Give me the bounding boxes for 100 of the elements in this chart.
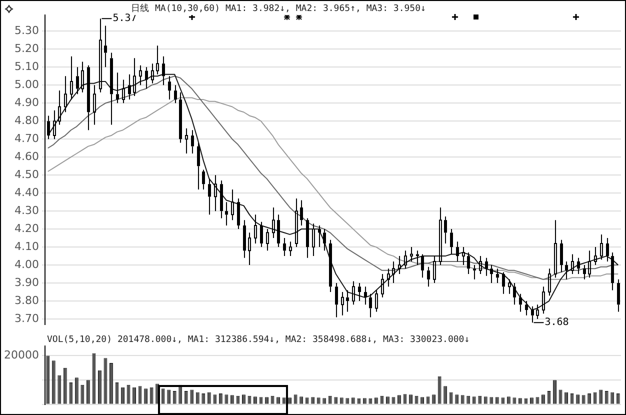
candlestick xyxy=(312,223,315,257)
candlestick xyxy=(335,282,338,318)
candlestick xyxy=(387,268,390,288)
candlestick xyxy=(323,228,326,252)
candlestick xyxy=(168,76,171,100)
candlestick xyxy=(456,241,459,262)
candlestick xyxy=(341,292,344,316)
y-tick-label: 20000 xyxy=(4,348,39,362)
candlestick xyxy=(162,56,165,86)
candlestick xyxy=(410,246,413,262)
candlestick xyxy=(151,63,154,84)
candlestick xyxy=(588,250,591,278)
candlestick xyxy=(58,90,61,126)
y-tick-label: 5.00 xyxy=(14,78,39,92)
candlestick xyxy=(220,180,223,219)
y-tick-label: 4.10 xyxy=(14,240,39,253)
candlestick xyxy=(300,200,303,226)
y-tick-label: 4.40 xyxy=(14,186,39,199)
y-tick-label: 3.80 xyxy=(14,294,39,307)
candlestick xyxy=(283,238,286,257)
y-tick-label: 5.20 xyxy=(14,42,39,56)
candlestick xyxy=(289,241,292,257)
candlestick xyxy=(525,300,528,316)
candlestick xyxy=(179,92,182,144)
candlestick xyxy=(156,45,159,75)
candlestick xyxy=(64,76,67,113)
candlestick xyxy=(450,228,453,255)
candlestick xyxy=(496,268,499,284)
candlestick xyxy=(571,254,574,275)
candlestick xyxy=(277,214,280,248)
candlestick xyxy=(583,264,586,280)
candlestick xyxy=(398,256,401,275)
candlestick xyxy=(513,282,516,306)
candlestick xyxy=(560,239,563,273)
candlestick xyxy=(87,64,90,131)
candlestick xyxy=(133,58,136,96)
candlestick xyxy=(369,293,372,318)
y-tick-label: 3.70 xyxy=(14,312,39,325)
candlestick xyxy=(502,272,505,294)
y-tick-label: 3.90 xyxy=(14,276,39,289)
candlestick xyxy=(606,238,609,262)
candlestick xyxy=(81,61,84,93)
chart-title: 日线 xyxy=(131,4,149,14)
y-tick-label: 5.10 xyxy=(14,60,39,74)
candlestick xyxy=(248,232,251,266)
y-tick-label: 4.50 xyxy=(14,168,39,181)
candlestick xyxy=(76,66,79,95)
chart-subtitle: MA(10,30,60) MA1: 3.982↓, MA2: 3.965↑, MA3: 3.950↓ xyxy=(155,4,426,14)
candlestick xyxy=(346,290,349,312)
candlestick xyxy=(231,188,234,221)
candlestick xyxy=(208,178,211,216)
candlestick xyxy=(260,221,263,248)
candlestick xyxy=(197,142,200,190)
candlestick xyxy=(611,252,614,291)
candlestick xyxy=(225,202,228,226)
candlestick xyxy=(214,174,217,212)
candlestick xyxy=(392,260,395,284)
y-tick-label: 5.30 xyxy=(14,24,39,38)
candlestick xyxy=(306,218,309,258)
candlestick xyxy=(358,282,361,302)
candlestick xyxy=(473,264,476,280)
candlestick xyxy=(272,206,275,239)
candlestick xyxy=(139,64,142,86)
candlestick xyxy=(577,257,580,275)
candlestick xyxy=(427,266,430,288)
candlestick xyxy=(122,79,125,104)
candlestick xyxy=(145,66,148,90)
candlestick xyxy=(594,246,597,266)
candlestick xyxy=(110,52,113,126)
candlestick xyxy=(243,220,246,258)
y-tick-label: 4.70 xyxy=(14,132,39,145)
y-tick-label: 4.90 xyxy=(14,96,39,109)
text: VOL(5,10,20) 201478.000↓, MA1: 312386.594↓, MA2: 358498.688↓, MA3: 330023.000↓ xyxy=(47,335,470,345)
candlestick xyxy=(375,290,378,312)
candlestick xyxy=(202,169,205,190)
candlestick xyxy=(237,198,240,230)
candlestick xyxy=(617,278,620,312)
candlestick xyxy=(93,84,96,126)
candlestick xyxy=(128,74,131,100)
candlestick xyxy=(485,257,488,276)
candlestick xyxy=(600,234,603,260)
candlestick xyxy=(444,216,447,244)
candlestick xyxy=(490,264,493,284)
candlestick xyxy=(295,198,298,248)
candlestick xyxy=(554,220,557,278)
y-tick-label: 4.80 xyxy=(14,114,39,127)
candlestick xyxy=(364,286,367,306)
candlestick xyxy=(318,224,321,248)
y-tick-label: 4.20 xyxy=(14,222,39,235)
candlestick xyxy=(508,278,511,294)
candlestick xyxy=(421,254,424,278)
candlestick xyxy=(191,130,194,154)
candlestick xyxy=(104,25,107,68)
candlestick xyxy=(174,84,177,104)
candlestick xyxy=(70,56,73,100)
y-tick-label: 4.60 xyxy=(14,150,39,163)
y-tick-label: 4.30 xyxy=(14,204,39,217)
annotation: 3.68 xyxy=(544,317,569,328)
candlestick xyxy=(254,214,257,244)
candlestick xyxy=(416,250,419,266)
